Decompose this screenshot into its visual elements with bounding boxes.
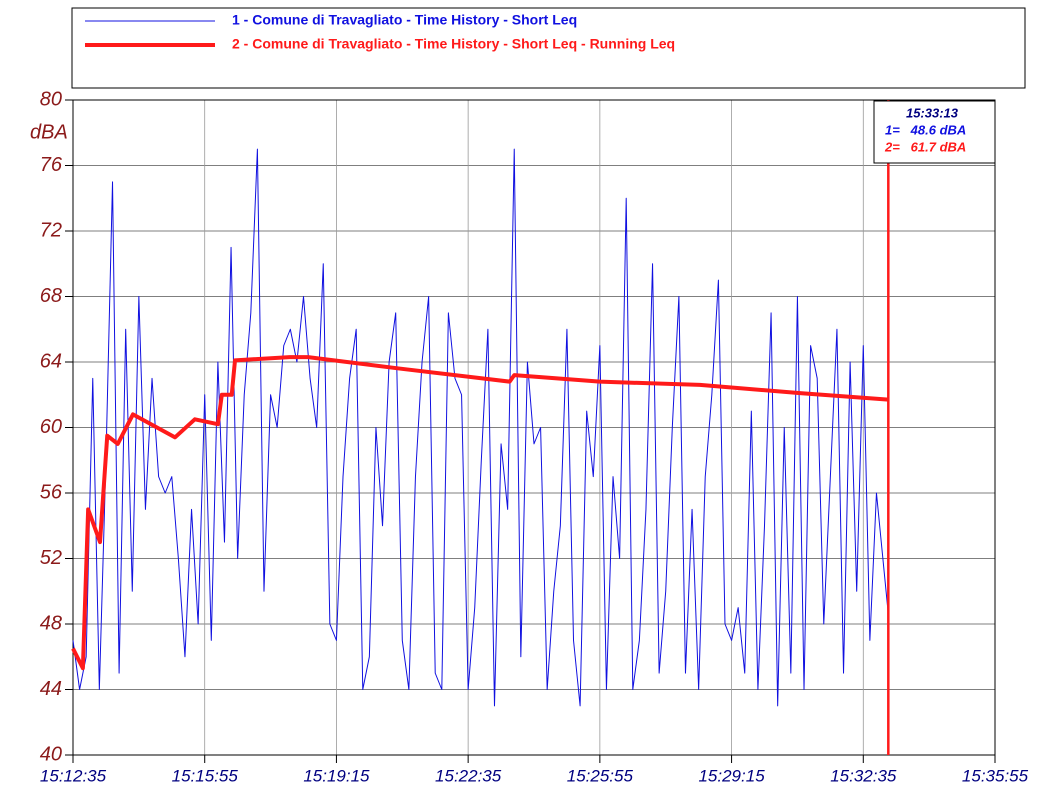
cursor-readout: 2= 61.7 dBA xyxy=(884,139,966,154)
x-tick-label: 15:19:15 xyxy=(303,766,370,785)
series-line xyxy=(71,355,889,671)
plot-area xyxy=(72,99,996,756)
y-tick-label: 64 xyxy=(40,350,62,372)
y-tick-label: 48 xyxy=(40,612,62,634)
cursor-box xyxy=(873,100,996,164)
y-tick-label: 60 xyxy=(40,416,62,438)
legend-label: 1 - Comune di Travagliato - Time History… xyxy=(232,12,577,28)
y-tick-label: 44 xyxy=(40,678,62,700)
y-tick-label: 40 xyxy=(40,743,62,765)
y-tick-label: 52 xyxy=(40,547,62,569)
x-tick-label: 15:15:55 xyxy=(172,766,239,785)
y-tick-label: 76 xyxy=(40,154,63,176)
x-tick-label: 15:12:35 xyxy=(40,766,107,785)
x-tick-label: 15:25:55 xyxy=(567,766,634,785)
x-tick-label: 15:22:35 xyxy=(435,766,502,785)
legend-box xyxy=(71,7,1026,89)
x-tick-label: 15:32:35 xyxy=(830,766,897,785)
cursor-readout: 1= 48.6 dBA xyxy=(885,122,966,137)
y-tick-label: 80 xyxy=(40,88,62,110)
cursor-time: 15:33:13 xyxy=(906,105,959,120)
y-tick-label: 72 xyxy=(40,219,62,241)
y-tick-label: 68 xyxy=(40,285,62,307)
x-tick-label: 15:29:15 xyxy=(698,766,765,785)
x-tick-label: 15:35:55 xyxy=(962,766,1029,785)
series-line xyxy=(72,148,889,707)
y-tick-label: 56 xyxy=(40,481,63,503)
y-axis-label: dBA xyxy=(30,121,68,143)
legend-label: 2 - Comune di Travagliato - Time History… xyxy=(232,36,675,52)
